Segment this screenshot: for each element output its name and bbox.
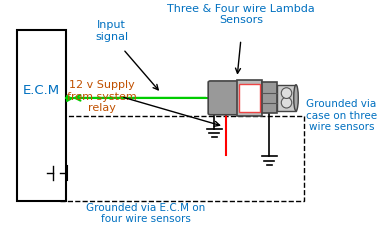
Bar: [17, 30, 66, 201]
Ellipse shape: [294, 85, 298, 111]
Bar: [237, 80, 262, 116]
Ellipse shape: [281, 88, 292, 99]
Text: E.C.M: E.C.M: [23, 84, 60, 96]
Text: 12 v Supply
from system
relay: 12 v Supply from system relay: [67, 80, 137, 113]
Text: Grounded via
case on three
wire sensors: Grounded via case on three wire sensors: [306, 99, 377, 132]
FancyBboxPatch shape: [208, 81, 240, 115]
Text: Input
signal: Input signal: [95, 20, 128, 42]
Text: Grounded via E.C.M on
four wire sensors: Grounded via E.C.M on four wire sensors: [86, 203, 205, 224]
Bar: [239, 84, 260, 112]
Text: Three & Four wire Lambda
Sensors: Three & Four wire Lambda Sensors: [167, 4, 315, 25]
Ellipse shape: [281, 97, 292, 108]
Bar: [262, 82, 277, 113]
Bar: [60, 116, 304, 201]
Bar: [277, 85, 296, 111]
